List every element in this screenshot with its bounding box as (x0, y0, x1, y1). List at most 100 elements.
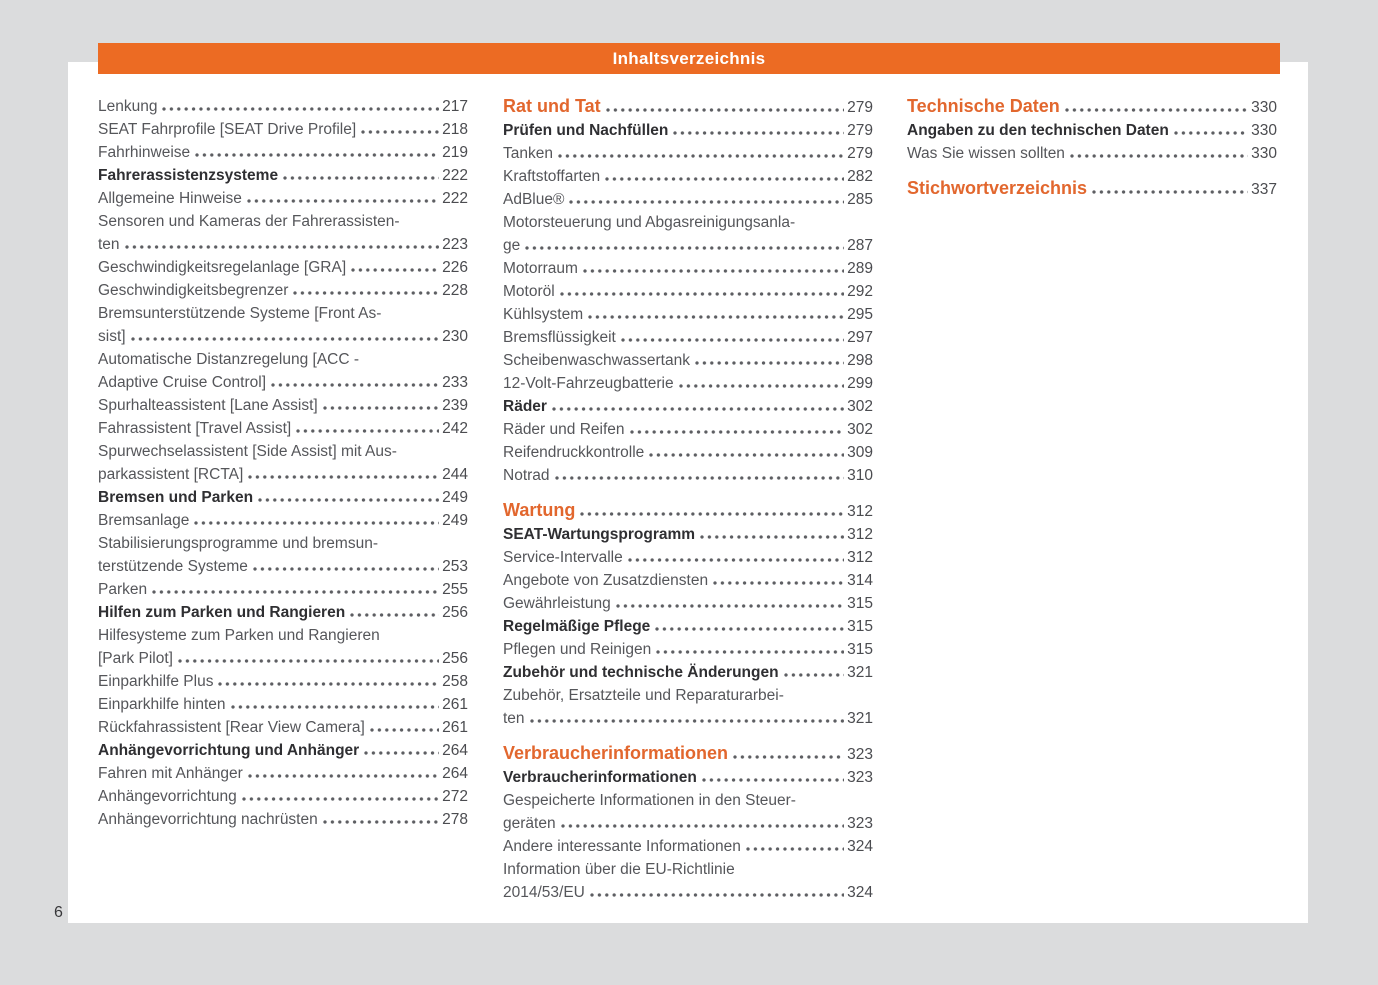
toc-entry: Stichwortverzeichnis 337 (907, 177, 1277, 201)
toc-entry: Rat und Tat 279 (503, 95, 873, 119)
toc-entry-page: 244 (442, 466, 468, 483)
toc-entry-lastline: Verbraucherinformationen 323 (503, 742, 873, 766)
toc-leader-dots (1092, 178, 1249, 194)
toc-entry: Bremsunterstützende Systeme [Front As-si… (98, 302, 468, 348)
toc-entry: Gewährleistung 315 (503, 592, 873, 615)
toc-entry-page: 287 (847, 237, 873, 254)
toc-leader-dots (258, 486, 440, 502)
toc-entry-lastline: Adaptive Cruise Control] 233 (98, 371, 468, 394)
toc-entry: SEAT-Wartungsprogramm 312 (503, 523, 873, 546)
toc-entry-title: Hilfen zum Parken und Rangieren (98, 604, 346, 621)
toc-entry-lastline: Was Sie wissen sollten 330 (907, 142, 1277, 165)
toc-leader-dots (605, 165, 845, 181)
toc-entry-page: 289 (847, 260, 873, 277)
toc-entry-page: 261 (442, 696, 468, 713)
toc-leader-dots (1173, 119, 1249, 135)
toc-entry-title: Rückfahrassistent [Rear View Camera] (98, 719, 365, 736)
toc-entry: Bremsen und Parken 249 (98, 486, 468, 509)
toc-entry-title: Bremsanlage (98, 512, 190, 529)
toc-entry-lastline: Parken 255 (98, 578, 468, 601)
toc-entry-title: ten (503, 710, 525, 727)
toc-entry-page: 323 (847, 746, 873, 763)
toc-leader-dots (247, 762, 440, 778)
toc-entry-title: Parken (98, 581, 148, 598)
toc-entry-title: Motoröl (503, 283, 555, 300)
toc-entry-lastline: sist] 230 (98, 325, 468, 348)
toc-entry: Bremsflüssigkeit 297 (503, 326, 873, 349)
toc-leader-dots (369, 716, 440, 732)
toc-entry-lastline: Wartung 312 (503, 499, 873, 523)
toc-entry-title: parkassistent [RCTA] (98, 466, 244, 483)
toc-entry-lastline: AdBlue® 285 (503, 188, 873, 211)
toc-entry-title-line: Spurwechselassistent [Side Assist] mit A… (98, 443, 397, 460)
toc-leader-dots (293, 279, 440, 295)
toc-entry-page: 285 (847, 191, 873, 208)
toc-entry: SEAT Fahrprofile [SEAT Drive Profile] 218 (98, 118, 468, 141)
toc-leader-dots (678, 372, 845, 388)
toc-entry-lastline: Bremsanlage 249 (98, 509, 468, 532)
toc-entry-title: Einparkhilfe hinten (98, 696, 226, 713)
toc-entry-title-line: Automatische Distanzregelung [ACC - (98, 351, 360, 368)
toc-entry-lastline: 12-Volt-Fahrzeugbatterie 299 (503, 372, 873, 395)
toc-entry-page: 323 (847, 769, 873, 786)
toc-entry-title: Spurhalteassistent [Lane Assist] (98, 397, 318, 414)
toc-entry: Fahrassistent [Travel Assist] 242 (98, 417, 468, 440)
toc-leader-dots (195, 141, 440, 157)
toc-entry-lastline: [Park Pilot] 256 (98, 647, 468, 670)
toc-entry-title: Andere interessante Informationen (503, 838, 741, 855)
toc-entry-page: 298 (847, 352, 873, 369)
toc-entry: Parken 255 (98, 578, 468, 601)
toc-entry-page: 279 (847, 145, 873, 162)
toc-entry-lastline: terstützende Systeme 253 (98, 555, 468, 578)
toc-entry-title: Service-Intervalle (503, 549, 623, 566)
toc-entry-title: Fahrhinweise (98, 144, 191, 161)
toc-entry: Sensoren und Kameras der Fahrerassisten-… (98, 210, 468, 256)
toc-leader-dots (271, 371, 440, 387)
toc-entry: Hilfen zum Parken und Rangieren 256 (98, 601, 468, 624)
toc-entry-page: 310 (847, 467, 873, 484)
toc-leader-dots (605, 96, 845, 112)
toc-entry-page: 233 (442, 374, 468, 391)
toc-entry: 12-Volt-Fahrzeugbatterie 299 (503, 372, 873, 395)
toc-entry-lastline: Geschwindigkeitsregelanlage [GRA] 226 (98, 256, 468, 279)
toc-entry-page: 258 (442, 673, 468, 690)
toc-entry: Hilfesysteme zum Parken und Rangieren [Pa… (98, 624, 468, 670)
toc-leader-dots (248, 463, 440, 479)
toc-entry-lastline: Zubehör und technische Änderungen 321 (503, 661, 873, 684)
toc-entry-title: Räder (503, 398, 547, 415)
toc-entry: Kraftstoffarten 282 (503, 165, 873, 188)
toc-entry-page: 314 (847, 572, 873, 589)
toc-entry-title-line: Gespeicherte Informationen in den Steuer… (503, 792, 796, 809)
toc-entry-page: 261 (442, 719, 468, 736)
toc-leader-dots (364, 739, 440, 755)
toc-entry-page: 239 (442, 397, 468, 414)
toc-entry-page: 226 (442, 259, 468, 276)
toc-entry-title: geräten (503, 815, 556, 832)
toc-entry: Angebote von Zusatzdiensten 314 (503, 569, 873, 592)
toc-entry-page: 337 (1251, 181, 1277, 198)
toc-entry-lastline: Angaben zu den technischen Daten 330 (907, 119, 1277, 142)
toc-entry: Anhängevorrichtung und Anhänger 264 (98, 739, 468, 762)
toc-entry-lastline: Verbraucherinformationen 323 (503, 766, 873, 789)
toc-leader-dots (529, 707, 845, 723)
toc-entry: Gespeicherte Informationen in den Steuer… (503, 789, 873, 835)
toc-entry: Andere interessante Informationen 324 (503, 835, 873, 858)
toc-entry-title: Wartung (503, 500, 576, 520)
page-title: Inhaltsverzeichnis (612, 48, 766, 68)
toc-entry-page: 222 (442, 190, 468, 207)
toc-entry-title: Lenkung (98, 98, 158, 115)
toc-leader-dots (194, 509, 440, 525)
toc-entry-lastline: Räder und Reifen 302 (503, 418, 873, 441)
toc-entry-page: 330 (1251, 122, 1277, 139)
toc-entry-lastline: Bremsen und Parken 249 (98, 486, 468, 509)
toc-entry-title: AdBlue® (503, 191, 565, 208)
toc-entry-lastline: Anhängevorrichtung und Anhänger 264 (98, 739, 468, 762)
toc-entry-page: 315 (847, 641, 873, 658)
toc-entry-page: 230 (442, 328, 468, 345)
toc-entry-page: 256 (442, 650, 468, 667)
toc-entry: Geschwindigkeitsbegrenzer 228 (98, 279, 468, 302)
toc-leader-dots (713, 569, 845, 585)
toc-entry-lastline: ten 223 (98, 233, 468, 256)
toc-entry: Geschwindigkeitsregelanlage [GRA] 226 (98, 256, 468, 279)
toc-entry: Reifendruckkontrolle 309 (503, 441, 873, 464)
